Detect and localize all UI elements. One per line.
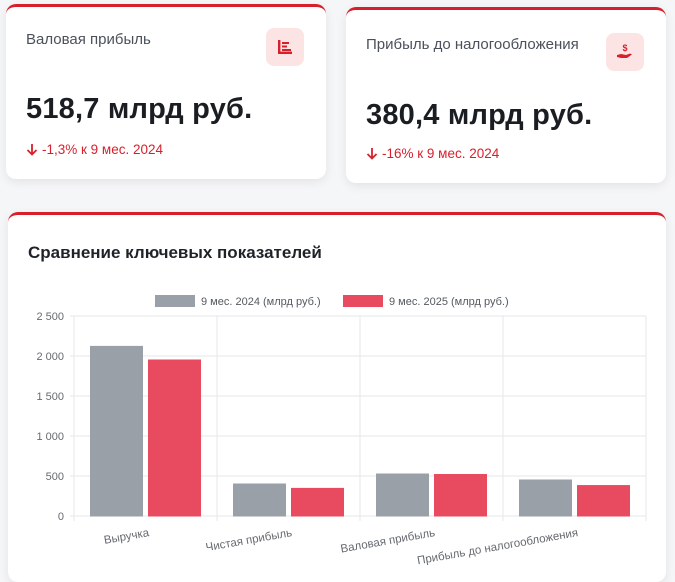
bar [90,345,143,517]
kpi-title: Валовая прибыль [26,31,151,48]
kpi-change: -1,3% к 9 мес. 2024 [26,142,163,157]
bar-list-icon [266,28,304,66]
svg-text:$: $ [622,43,627,53]
y-tick-label: 2 000 [36,351,64,363]
kpi-card-pretax-profit: Прибыль до налогообложения $ 380,4 млрд … [346,7,666,183]
y-tick-label: 2 500 [36,311,64,323]
kpi-change-text: -16% к 9 мес. 2024 [382,146,500,161]
bar [577,485,630,517]
y-tick-label: 1 500 [36,391,64,403]
y-tick-label: 0 [58,511,64,523]
arrow-down-icon [366,148,378,160]
bar [148,359,201,517]
kpi-value: 380,4 млрд руб. [366,99,593,131]
x-tick-label: Валовая прибыль [340,527,436,555]
kpi-card-gross-profit: Валовая прибыль 518,7 млрд руб. -1,3% к … [6,4,326,179]
bar [434,474,487,517]
x-tick-label: Выручка [103,527,151,547]
y-tick-label: 1 000 [36,431,64,443]
x-tick-label: Прибыль до налогообложения [416,527,579,567]
x-tick-label: Чистая прибыль [205,527,293,554]
hand-dollar-icon: $ [606,33,644,71]
kpi-value: 518,7 млрд руб. [26,93,253,125]
legend-label: 9 мес. 2024 (млрд руб.) [201,296,321,308]
bar [233,483,286,517]
legend-label: 9 мес. 2025 (млрд руб.) [389,296,509,308]
chart-card: Сравнение ключевых показателей 0 500 1 000… [8,212,666,582]
kpi-change: -16% к 9 мес. 2024 [366,146,499,161]
bar-chart: 0 500 1 000 1 500 2 000 2 500 Выручка Чистая пр… [36,295,647,567]
bar [519,479,572,517]
y-tick-label: 500 [46,471,64,483]
kpi-change-text: -1,3% к 9 мес. 2024 [42,142,164,157]
bar [291,487,344,517]
bar [376,473,429,517]
legend-swatch [343,295,383,307]
kpi-title: Прибыль до налогообложения [366,36,579,53]
legend-swatch [155,295,195,307]
arrow-down-icon [26,144,38,156]
chart-title: Сравнение ключевых показателей [28,243,322,262]
